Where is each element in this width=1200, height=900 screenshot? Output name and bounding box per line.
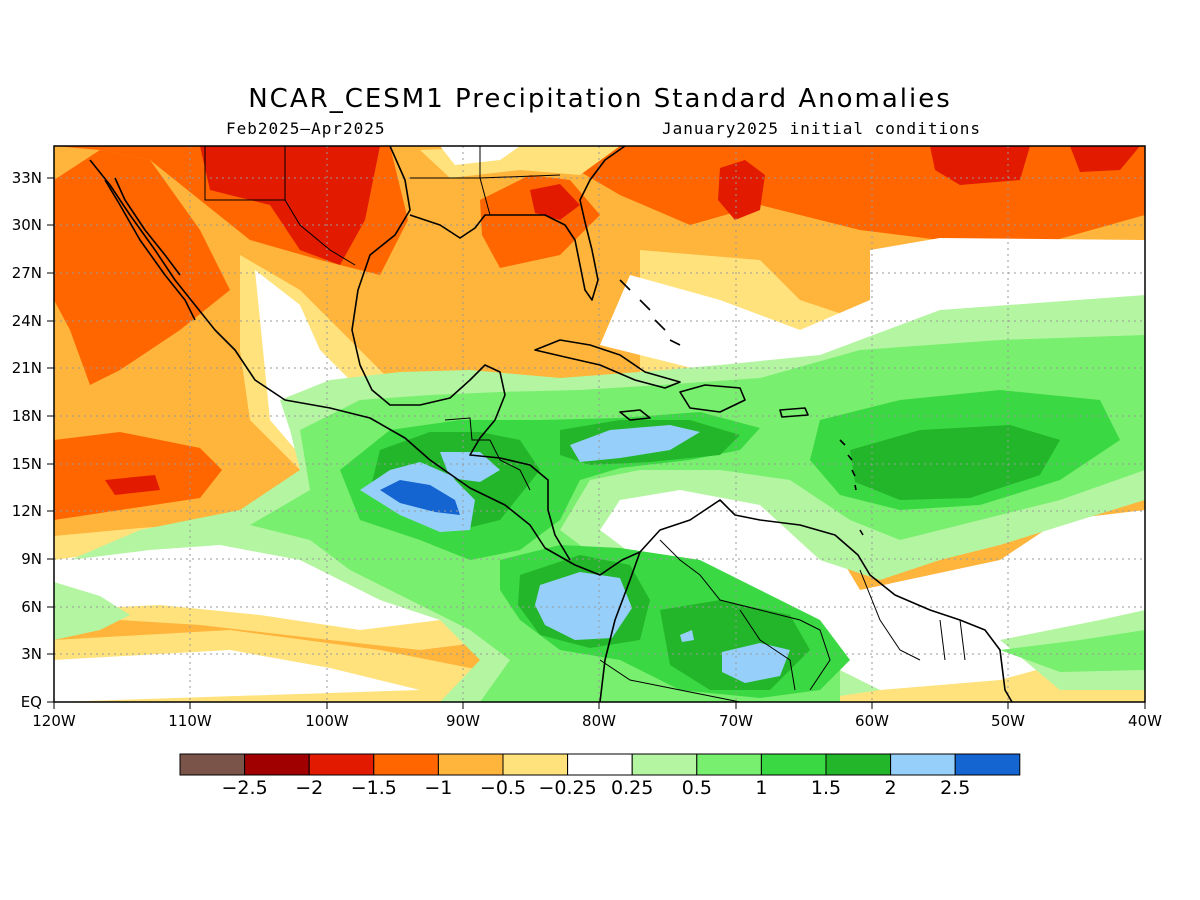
colorbar-swatch-10 — [825, 753, 892, 776]
colorbar-swatch-8 — [696, 753, 762, 776]
colorbar-swatch-11 — [890, 753, 956, 776]
colorbar-swatch-2 — [308, 753, 375, 776]
lat-label-eq: EQ — [21, 693, 42, 711]
lat-label-24n: 24N — [12, 312, 42, 330]
lon-label-70w: 70W — [719, 712, 753, 730]
coastlines — [89, 146, 1013, 702]
colorbar-swatch-0 — [179, 753, 246, 776]
colorbar-labels: −2.5 −2 −1.5 −1 −0.5 −0.25 0.25 0.5 1 1.5 2 2.5 — [222, 777, 971, 799]
colorbar-swatch-3 — [373, 753, 439, 776]
lon-label-50w: 50W — [991, 712, 1025, 730]
colorbar-label-5: −0.25 — [538, 777, 596, 799]
colorbar-label-2: −1.5 — [351, 777, 397, 799]
lat-label-6n: 6N — [21, 598, 42, 616]
lat-label-21n: 21N — [12, 359, 42, 377]
axis-tick-marks — [47, 177, 1146, 709]
colorbar — [179, 753, 1021, 776]
colorbar-label-7: 0.5 — [682, 777, 712, 799]
colorbar-swatch-7 — [631, 753, 698, 776]
colorbar-swatch-6 — [567, 753, 633, 776]
colorbar-label-11: 2.5 — [940, 777, 970, 799]
colorbar-swatch-5 — [502, 753, 569, 776]
lon-label-80w: 80W — [582, 712, 616, 730]
forecast-period: Feb2025–Apr2025 — [226, 119, 386, 138]
lon-label-40w: 40W — [1128, 712, 1162, 730]
colorbar-swatch-1 — [244, 753, 310, 776]
colorbar-label-6: 0.25 — [611, 777, 653, 799]
lat-label-30n: 30N — [12, 216, 42, 234]
lon-label-100w: 100W — [305, 712, 349, 730]
lon-label-60w: 60W — [855, 712, 889, 730]
anomaly-field — [54, 146, 1145, 702]
colorbar-label-0: −2.5 — [222, 777, 268, 799]
lon-label-90w: 90W — [446, 712, 480, 730]
map-gridlines — [54, 146, 1145, 702]
lat-label-33n: 33N — [12, 169, 42, 187]
colorbar-label-9: 1.5 — [811, 777, 841, 799]
map-title: NCAR_CESM1 Precipitation Standard Anomal… — [248, 84, 952, 114]
lat-label-18n: 18N — [12, 407, 42, 425]
colorbar-label-8: 1 — [755, 777, 767, 799]
lat-label-27n: 27N — [12, 264, 42, 282]
lat-label-9n: 9N — [21, 550, 42, 568]
colorbar-swatch-4 — [437, 753, 504, 776]
lon-label-110w: 110W — [168, 712, 212, 730]
colorbar-swatch-12 — [954, 753, 1021, 776]
colorbar-label-1: −2 — [295, 777, 323, 799]
political-borders — [204, 146, 966, 702]
lat-label-12n: 12N — [12, 502, 42, 520]
lat-label-15n: 15N — [12, 455, 42, 473]
lon-label-120w: 120W — [32, 712, 76, 730]
longitude-labels: 120W 110W 100W 90W 80W 70W 60W 50W 40W — [32, 712, 1162, 730]
latitude-labels: EQ 3N 6N 9N 12N 15N 18N 21N 24N 27N 30N … — [12, 169, 42, 711]
colorbar-label-10: 2 — [885, 777, 897, 799]
initial-conditions: January2025 initial conditions — [662, 119, 981, 138]
lat-label-3n: 3N — [21, 645, 42, 663]
colorbar-label-3: −1 — [424, 777, 452, 799]
colorbar-swatch-9 — [760, 753, 827, 776]
colorbar-label-4: −0.5 — [480, 777, 526, 799]
